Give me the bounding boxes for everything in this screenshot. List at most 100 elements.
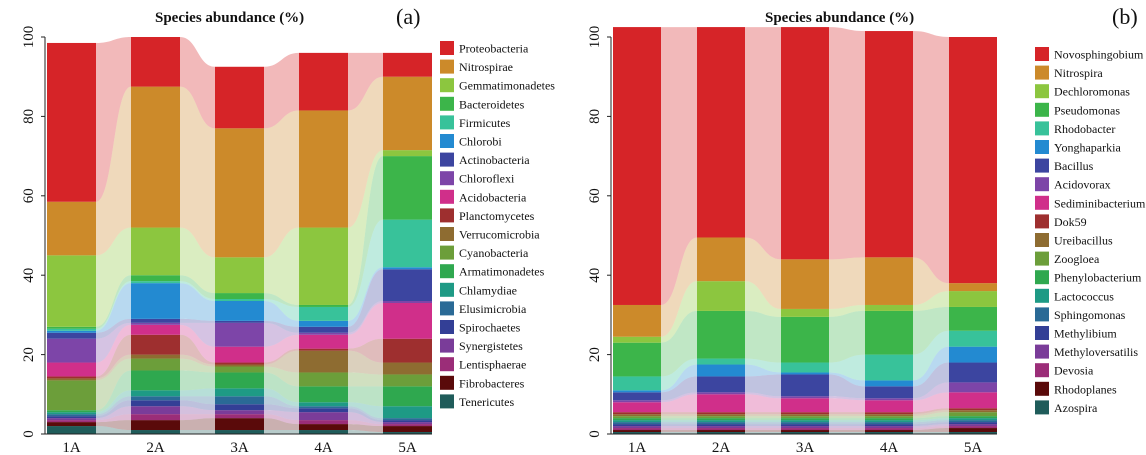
chart-b-bar-zoogloea-1a [613,416,661,419]
chart-a-legend-label-chlamydiae: Chlamydiae [459,283,517,297]
chart-a-flow-lentisphaerae-1 [180,414,215,421]
chart-a-flow-nitrospirae-0 [96,86,131,256]
chart-b-bar-devosia-3a [781,428,829,431]
chart-a-bar-firmicutes-2a [131,281,180,284]
chart-b-bar-devosia-2a [697,428,745,431]
chart-a-bar-verrucomicrobia-2a [131,354,180,359]
chart-a-bar-proteobacteria-4a [299,52,348,111]
chart-b-bar-dok59-2a [697,412,745,415]
chart-a-x-tick-label: 1A [62,440,81,455]
chart-a-bar-proteobacteria-3a [215,66,264,129]
chart-a-legend-swatch-actinobacteria [440,152,454,167]
chart-a-bar-actinobacteria-4a [299,326,348,333]
chart-b-flow-bacillus-2 [829,374,865,399]
chart-b-flow-rhodobacter-1 [745,358,781,373]
chart-b-bar-phenylobacterium-4a [865,418,913,421]
chart-b-legend-label-methylibium: Methylibium [1054,327,1117,341]
chart-a-flow-firmicutes-0 [96,281,131,331]
chart-b-bar-yonghaparkia-2a [697,364,745,377]
chart-a-flow-verrucomicrobia-3 [348,350,383,375]
chart-a-flow-chloroflexi-0 [96,322,131,363]
chart-b-flow-zoogloea-0 [661,416,697,419]
chart-b-legend-swatch-rhodoplanes [1035,381,1049,396]
chart-b-y-tick-label: 100 [587,26,603,49]
chart-b-bar-lactococcus-2a [697,420,745,423]
chart-b-bar-dechloromonas-4a [865,304,913,311]
chart-b-flow-zoogloea-2 [829,416,865,419]
chart-b-bar-ureibacillus-4a [865,414,913,417]
chart-a-legend-label-actinobacteria: Actinobacteria [459,153,530,167]
chart-a-bar-elusimicrobia-5a [383,418,432,421]
chart-b-flow-dok59-2 [829,412,865,415]
chart-b-y-tick-label: 40 [587,268,603,283]
chart-b-flow-pseudomonas-2 [829,310,865,363]
chart-a-flow-planctomycetes-3 [348,338,383,363]
chart-a-flow-planctomycetes-0 [96,334,131,379]
chart-b-bar-methylibium-2a [697,424,745,427]
chart-a-bar-firmicutes-5a [383,219,432,268]
chart-b-legend-label-methyloversatilis: Methyloversatilis [1054,345,1138,359]
chart-b-bar-nitrospira-2a [697,237,745,282]
chart-a-bar-chloroflexi-2a [131,322,180,325]
chart-b-flow-yonghaparkia-0 [661,364,697,393]
chart-a-bar-verrucomicrobia-3a [215,364,264,367]
chart-b-flow-yonghaparkia-2 [829,372,865,387]
chart-a-bar-verrucomicrobia-5a [383,362,432,375]
chart-b-bar-phenylobacterium-1a [613,418,661,421]
chart-b-flow-methyloversatilis-1 [745,426,781,429]
chart-a-flow-proteobacteria-3 [348,52,383,111]
chart-b-bar-rhodoplanes-3a [781,430,829,433]
chart-a-bar-nitrospirae-1a [47,201,96,256]
chart-a-bar-acidobacteria-2a [131,324,180,335]
chart-a-flow-chlorobi-1 [180,283,215,321]
chart-a-legend-label-synergistetes: Synergistetes [459,339,523,353]
chart-b-bar-rhodobacter-1a [613,376,661,391]
chart-a-bar-chlamydiae-1a [47,412,96,415]
chart-b-bar-yonghaparkia-1a [613,390,661,393]
chart-a-x-tick-label: 3A [230,440,249,455]
chart-b-bar-novosphingobium-1a [613,27,661,305]
chart-b-bar-bacillus-4a [865,386,913,399]
chart-b-flow-lactococcus-0 [661,420,697,423]
chart-b-bar-rhodoplanes-4a [865,430,913,433]
chart-b-bar-sediminibacterium-4a [865,400,913,413]
chart-a-bar-chlamydiae-5a [383,406,432,419]
chart-a-flow-nitrospirae-2 [264,110,299,258]
chart-b-legend-label-sediminibacterium: Sediminibacterium [1054,196,1146,210]
chart-a-flow-chlorobi-3 [348,267,383,327]
chart-a-title: Species abundance (%) [155,10,305,26]
chart-b-flow-devosia-1 [745,428,781,431]
chart-a-flow-chloroflexi-1 [180,322,215,347]
chart-a-bar-tenericutes-2a [131,430,180,434]
chart-a-y-tick-label: 40 [21,268,37,283]
chart-a-bar-tenericutes-4a [299,430,348,434]
chart-a-flow-bacteroidetes-1 [180,275,215,300]
chart-b-bar-dok59-3a [781,412,829,415]
chart-b-flow-sphingomonas-2 [829,422,865,425]
chart-b-panel-label: (b) [1112,4,1138,29]
chart-b-bar-acidovorax-1a [613,400,661,403]
chart-b-bar-bacillus-2a [697,376,745,393]
chart-a-legend-label-chloroflexi: Chloroflexi [459,172,515,186]
chart-b-flow-zoogloea-3 [913,412,949,419]
chart-b-flow-devosia-3 [913,426,949,431]
chart-b-bar-sediminibacterium-1a [613,402,661,413]
chart-b-flow-dok59-0 [661,412,697,415]
chart-b-bar-rhodobacter-5a [949,330,997,347]
chart-a-bar-planctomycetes-2a [131,334,180,355]
chart-a-flow-proteobacteria-1 [180,37,215,129]
chart-b-flow-phenylobacterium-3 [913,416,949,421]
chart-a-bar-nitrospirae-4a [299,110,348,228]
chart-a-legend-label-bacteroidetes: Bacteroidetes [459,97,525,111]
chart-b-flow-nitrospira-2 [829,257,865,309]
chart-a-legend-swatch-chloroflexi [440,171,454,186]
chart-b-flow-phenylobacterium-2 [829,418,865,421]
chart-a-bar-actinobacteria-5a [383,269,432,302]
chart-b-legend-swatch-bacillus [1035,158,1049,173]
chart-a-bar-chloroflexi-4a [299,332,348,335]
chart-a-bar-armatimonadetes-2a [131,370,180,391]
chart-b-legend-swatch-azospira [1035,400,1049,415]
chart-a-flow-tenericutes-1 [180,430,215,434]
chart-a-legend-label-armatimonadetes: Armatimonadetes [459,265,545,279]
chart-b-legend-label-dechloromonas: Dechloromonas [1054,85,1130,99]
